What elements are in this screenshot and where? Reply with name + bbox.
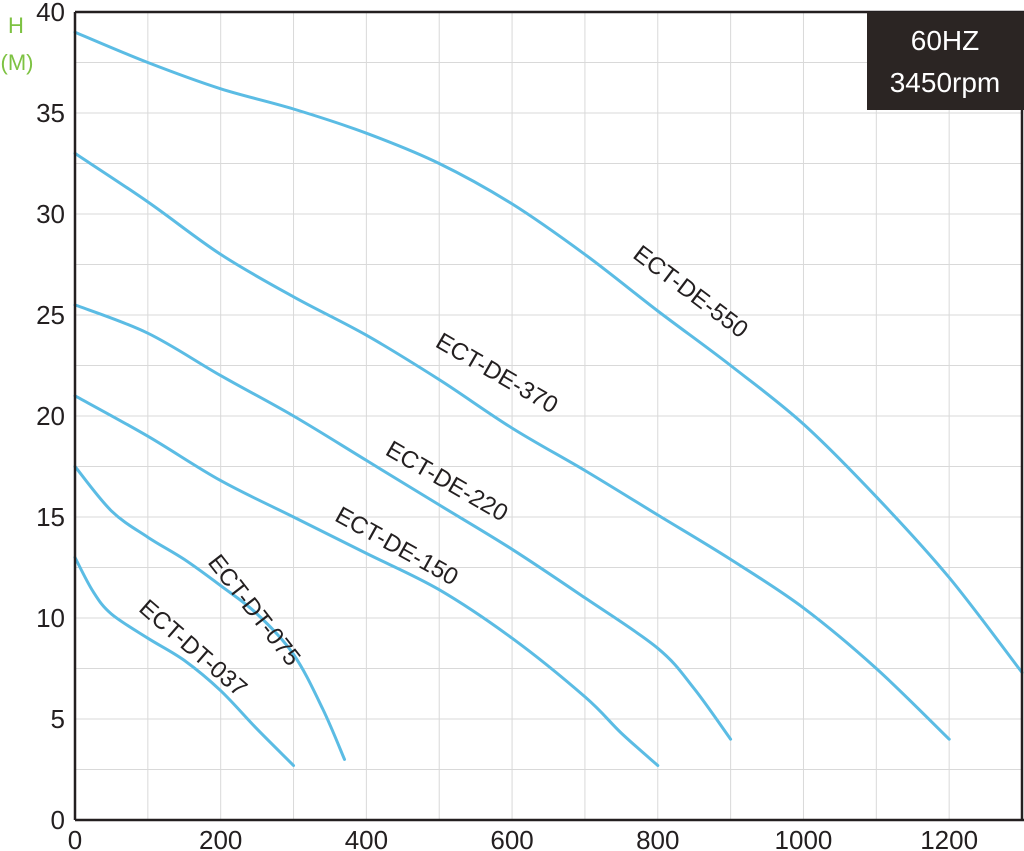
series-labels: ECT-DT-037ECT-DT-075ECT-DE-150ECT-DE-220…	[134, 240, 753, 702]
y-axis-label-line2: (M)	[1, 50, 34, 75]
frequency-badge: 60HZ 3450rpm	[867, 12, 1024, 110]
badge-background	[867, 12, 1024, 110]
x-tick-label: 800	[636, 825, 679, 851]
series-line-ect-dt-075	[73, 465, 346, 761]
axes	[73, 10, 1024, 822]
series-line-ect-dt-037	[73, 555, 295, 767]
curves	[73, 30, 1024, 767]
y-tick-label: 5	[51, 704, 65, 734]
y-tick-label: 40	[36, 0, 65, 27]
x-tick-label: 1000	[775, 825, 833, 851]
series-label-ect-dt-037: ECT-DT-037	[134, 594, 252, 702]
y-tick-label: 0	[51, 805, 65, 835]
x-tick-label: 600	[490, 825, 533, 851]
grid	[75, 12, 1022, 820]
series-line-ect-de-370	[73, 151, 951, 741]
y-axis-label-line1: H	[8, 13, 24, 38]
x-tick-label: 0	[68, 825, 82, 851]
y-tick-label: 10	[36, 603, 65, 633]
series-line-ect-de-220	[73, 303, 733, 741]
badge-frequency: 60HZ	[911, 25, 979, 56]
badge-rpm: 3450rpm	[890, 67, 1001, 98]
series-line-ect-de-550	[73, 30, 1024, 674]
y-tick-label: 20	[36, 401, 65, 431]
x-tick-label: 200	[199, 825, 242, 851]
y-tick-label: 30	[36, 199, 65, 229]
series-label-ect-de-370: ECT-DE-370	[431, 328, 562, 419]
series-line-ect-de-150	[73, 394, 660, 767]
series-label-ect-de-550: ECT-DE-550	[628, 240, 753, 343]
x-tick-label: 1200	[920, 825, 978, 851]
y-tick-label: 35	[36, 98, 65, 128]
x-tick-label: 400	[345, 825, 388, 851]
y-tick-label: 15	[36, 502, 65, 532]
y-tick-label: 25	[36, 300, 65, 330]
